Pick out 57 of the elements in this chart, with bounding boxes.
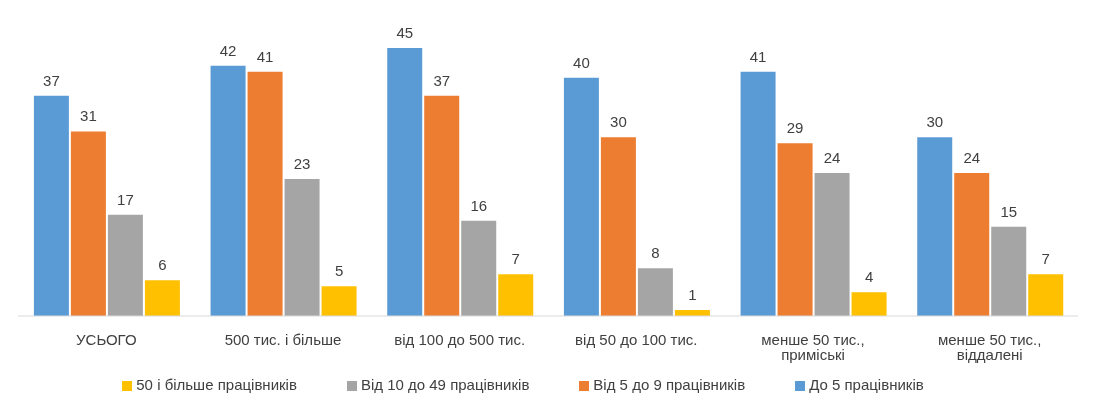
legend-label: Від 10 до 49 працівників xyxy=(360,376,530,393)
data-label: 29 xyxy=(786,119,804,137)
x-tick-label: менше 50 тис., приміські xyxy=(761,330,865,363)
bar xyxy=(144,280,180,316)
data-label: 8 xyxy=(651,244,660,262)
bar xyxy=(954,173,990,316)
data-label: 24 xyxy=(963,149,981,167)
bar xyxy=(498,274,534,316)
data-label: 30 xyxy=(610,113,627,131)
bar xyxy=(461,220,497,316)
data-label: 7 xyxy=(511,250,520,268)
bar xyxy=(777,143,813,316)
data-label: 42 xyxy=(219,41,237,59)
x-tick-label: від 50 до 100 тис. xyxy=(575,330,698,348)
data-label: 37 xyxy=(433,71,451,89)
bar xyxy=(107,214,143,316)
x-tick-label: від 100 до 500 тис. xyxy=(394,330,526,348)
data-label: 17 xyxy=(117,190,134,208)
data-label: 24 xyxy=(823,149,841,167)
bar xyxy=(424,95,460,316)
data-label: 41 xyxy=(749,47,767,65)
legend-label: До 5 працівників xyxy=(809,376,924,393)
bar xyxy=(600,137,636,316)
data-label: 23 xyxy=(293,155,311,173)
bar xyxy=(917,137,953,316)
legend-label: Від 5 до 9 працівників xyxy=(593,376,746,393)
data-label: 45 xyxy=(396,24,414,41)
data-label: 40 xyxy=(573,53,590,71)
bar xyxy=(33,95,69,316)
bar xyxy=(387,48,423,316)
bar xyxy=(321,286,357,316)
bar xyxy=(563,77,599,316)
x-tick-label: менше 50 тис., віддалені xyxy=(937,330,1042,363)
bar xyxy=(740,71,776,316)
data-label: 5 xyxy=(334,262,344,280)
data-label: 31 xyxy=(80,107,97,125)
data-label: 6 xyxy=(158,256,167,274)
bar xyxy=(1028,274,1064,316)
data-label: 37 xyxy=(43,71,60,89)
data-label: 1 xyxy=(688,286,697,304)
data-label: 16 xyxy=(470,196,488,214)
legend-label: 50 і більше працівників xyxy=(136,376,297,393)
bar xyxy=(247,71,283,316)
bar xyxy=(637,268,673,316)
data-label: 7 xyxy=(1041,250,1050,268)
bar xyxy=(70,131,106,316)
x-tick-label: УСЬОГО xyxy=(76,330,137,348)
bar xyxy=(284,179,320,316)
data-label: 15 xyxy=(1000,202,1018,220)
bar xyxy=(814,173,850,316)
x-tick-label: 500 тис. і більше xyxy=(224,330,342,348)
data-label: 30 xyxy=(926,113,944,131)
bar xyxy=(851,292,887,316)
data-label: 4 xyxy=(864,268,874,286)
bar xyxy=(210,65,246,316)
bar xyxy=(991,226,1027,316)
data-label: 41 xyxy=(256,47,274,65)
